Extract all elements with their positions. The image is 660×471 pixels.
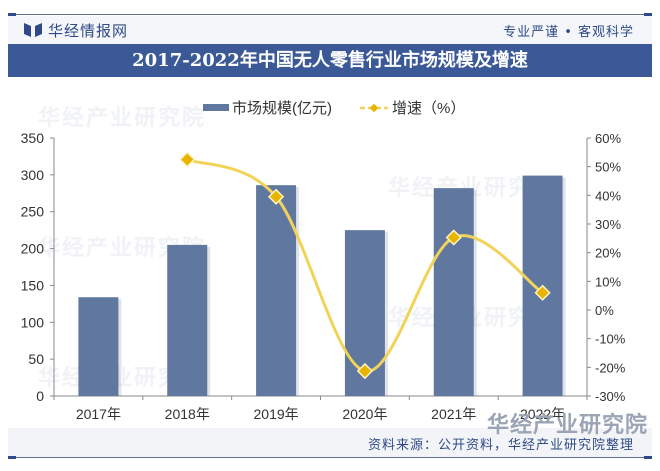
divider-cap-right xyxy=(644,13,652,16)
left-axis-tick: 350 xyxy=(21,130,45,146)
left-axis-tick: 50 xyxy=(28,351,44,367)
line-series xyxy=(179,151,551,380)
watermark-corner: 华经产业研究院 xyxy=(487,413,649,438)
brand-logo-icon xyxy=(24,23,42,37)
bottom-divider xyxy=(8,456,652,459)
left-axis-tick: 200 xyxy=(21,241,45,257)
watermark: 华经产业研究院 xyxy=(38,106,207,131)
line-marker xyxy=(267,188,285,205)
slogan: 专业严谨 • 客观科学 xyxy=(503,25,634,40)
right-axis-tick: 40% xyxy=(595,188,621,203)
left-axis-tick: 100 xyxy=(21,314,45,330)
bar xyxy=(167,244,208,396)
divider-cap-left xyxy=(8,456,16,459)
line-marker xyxy=(534,284,551,301)
left-axis-tick: 0 xyxy=(36,388,44,404)
right-axis-tick: 60% xyxy=(595,131,621,146)
x-axis-label: 2018年 xyxy=(165,406,210,422)
right-axis-tick: -30% xyxy=(595,389,626,404)
legend-bar-swatch xyxy=(203,104,229,111)
left-axis-tick: 300 xyxy=(21,167,45,183)
axes: 0 50 100 150 200 250 300 350 -30% -20% -10% 0% 10% 20… xyxy=(21,130,626,404)
right-axis-tick: 20% xyxy=(595,246,621,261)
bar xyxy=(433,188,474,396)
right-axis-tick: 30% xyxy=(595,217,621,232)
x-axis-label: 2022年 xyxy=(520,406,565,422)
right-axis-tick: -20% xyxy=(595,360,626,375)
bar xyxy=(78,297,119,396)
brand-name: 华经情报网 xyxy=(48,22,129,40)
footer xyxy=(8,428,652,457)
line-marker xyxy=(356,362,374,380)
left-axis-tick: 250 xyxy=(21,204,45,220)
x-axis-label: 2021年 xyxy=(431,406,476,422)
x-axis-label: 2017年 xyxy=(76,406,121,422)
line-marker xyxy=(179,151,196,168)
chart-title: 2017-2022年中国无人零售行业市场规模及增速 xyxy=(132,50,528,71)
right-axis-tick: 10% xyxy=(595,274,621,289)
x-axis-labels: 2017年 2018年 2019年 2020年 2021年 2022年 xyxy=(76,406,565,422)
divider-cap-right xyxy=(644,456,652,459)
source-note: 资料来源：公开资料，华经产业研究院整理 xyxy=(367,438,634,453)
divider-cap-left xyxy=(8,13,16,16)
x-axis-label: 2020年 xyxy=(342,406,387,422)
legend-marker-icon xyxy=(369,103,379,113)
right-axis-tick: 0% xyxy=(595,303,614,318)
right-axis-tick: 50% xyxy=(595,160,621,175)
bar-series xyxy=(78,175,566,396)
brand-row: 华经情报网 专业严谨 • 客观科学 xyxy=(8,16,652,44)
legend-line-label: 增速（%） xyxy=(392,100,465,117)
legend-bar-label: 市场规模(亿元) xyxy=(232,100,332,117)
legend: 市场规模(亿元) 增速（%） xyxy=(203,100,465,117)
x-axis-label: 2019年 xyxy=(254,406,299,422)
title-bar: 2017-2022年中国无人零售行业市场规模及增速 xyxy=(8,44,652,77)
right-axis-tick: -10% xyxy=(595,332,626,347)
left-axis-tick: 150 xyxy=(21,277,45,293)
line-marker xyxy=(445,229,462,246)
top-divider xyxy=(8,13,652,16)
